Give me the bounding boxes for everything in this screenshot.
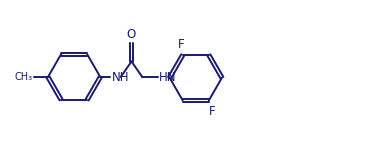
Text: NH: NH <box>112 71 130 83</box>
Text: F: F <box>178 38 184 51</box>
Text: CH₃: CH₃ <box>14 72 33 82</box>
Text: O: O <box>126 28 135 41</box>
Text: F: F <box>208 105 215 118</box>
Text: HN: HN <box>159 71 176 83</box>
